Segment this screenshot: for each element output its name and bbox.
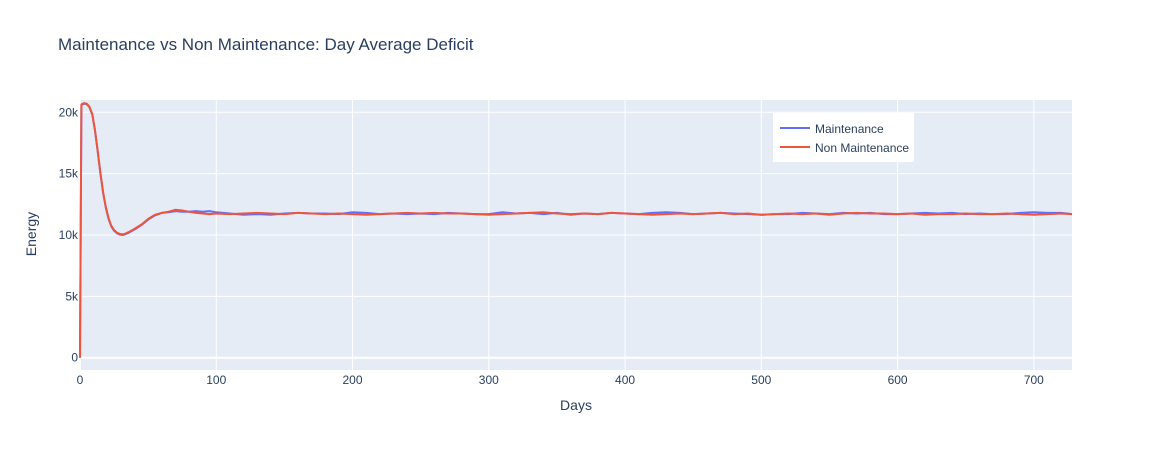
legend-label-non-maintenance: Non Maintenance (815, 141, 909, 155)
x-tick-label: 300 (479, 373, 499, 387)
x-tick-label: 0 (77, 373, 84, 387)
series-lines (79, 102, 1073, 358)
x-tick-label: 600 (888, 373, 908, 387)
y-tick-label: 20k (59, 105, 79, 119)
x-tick-label: 500 (751, 373, 771, 387)
chart-title: Maintenance vs Non Maintenance: Day Aver… (58, 35, 474, 54)
y-tick-label: 0 (71, 351, 78, 365)
y-axis-title: Energy (23, 212, 39, 256)
y-axis-ticks: 0 5k 10k 15k 20k (59, 105, 79, 364)
y-tick-label: 5k (65, 289, 79, 303)
x-axis-title: Days (560, 397, 592, 413)
x-tick-label: 100 (206, 373, 226, 387)
x-tick-label: 400 (615, 373, 635, 387)
legend-label-maintenance: Maintenance (815, 122, 884, 136)
x-tick-label: 700 (1024, 373, 1044, 387)
grid-lines (79, 100, 1072, 370)
x-tick-label: 200 (343, 373, 363, 387)
series-line-non-maintenance (79, 102, 1073, 358)
y-tick-label: 10k (59, 228, 79, 242)
legend: Maintenance Non Maintenance (773, 113, 914, 162)
y-tick-label: 15k (59, 167, 79, 181)
x-axis-ticks: 0 100 200 300 400 500 600 700 (77, 373, 1045, 387)
legend-box (773, 113, 914, 162)
